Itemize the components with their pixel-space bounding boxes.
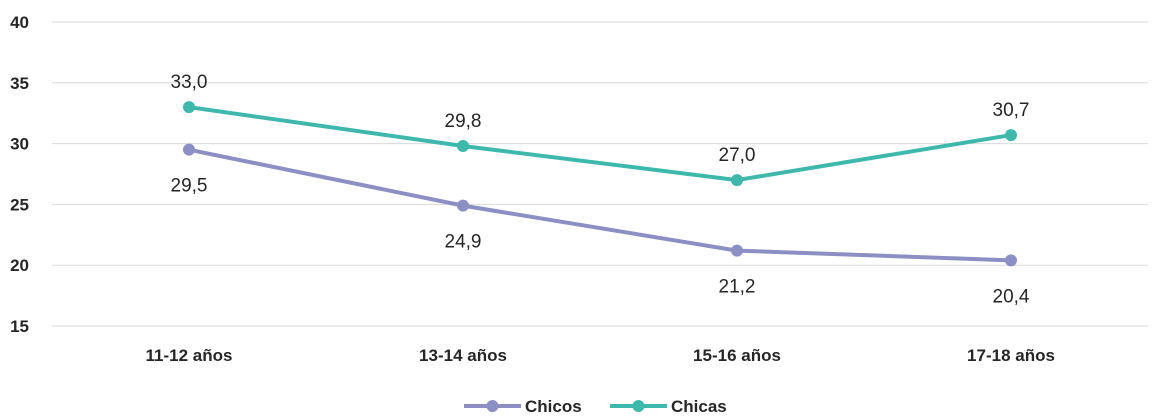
- y-tick-label: 25: [10, 195, 29, 214]
- data-point: [457, 140, 469, 153]
- data-label: 21,2: [719, 277, 756, 298]
- data-label: 33,0: [171, 72, 208, 93]
- data-point: [457, 199, 469, 212]
- data-label: 30,7: [993, 100, 1030, 121]
- data-point: [1005, 129, 1017, 142]
- data-label: 27,0: [719, 145, 756, 166]
- data-label: 24,9: [445, 232, 482, 253]
- gridlines: [52, 21, 1148, 327]
- legend: Chicos Chicas: [464, 397, 727, 416]
- data-label: 29,8: [445, 111, 482, 132]
- y-tick-label: 15: [10, 317, 29, 336]
- legend-swatch-marker: [632, 400, 645, 412]
- y-tick-label: 30: [10, 135, 29, 154]
- x-tick-label: 17-18 años: [967, 346, 1055, 365]
- x-tick-label: 11-12 años: [146, 346, 233, 365]
- data-point: [1005, 254, 1017, 267]
- legend-label: Chicos: [525, 397, 582, 416]
- data-labels: 29,5 24,9 21,2 20,4 33,0 29,8 27,0 30,7: [171, 72, 1030, 307]
- series-line-chicos: [188, 147, 1012, 263]
- series-lines: [183, 101, 1017, 267]
- legend-item-chicos: Chicos: [464, 397, 582, 416]
- y-tick-label: 20: [10, 256, 29, 275]
- legend-label: Chicas: [671, 397, 727, 416]
- data-point: [183, 101, 195, 114]
- series-line-chicas: [188, 105, 1012, 183]
- x-tick-label: 13-14 años: [419, 346, 507, 365]
- y-tick-label: 35: [10, 74, 29, 93]
- y-axis-ticks: 15 20 25 30 35 40: [10, 13, 29, 336]
- x-axis-ticks: 11-12 años 13-14 años 15-16 años 17-18 años: [146, 346, 1055, 365]
- y-tick-label: 40: [10, 13, 29, 32]
- legend-item-chicas: Chicas: [610, 397, 727, 416]
- data-point: [183, 143, 195, 156]
- data-label: 29,5: [171, 176, 208, 197]
- data-point: [731, 244, 743, 257]
- data-point: [731, 174, 743, 187]
- legend-swatch-marker: [486, 400, 499, 412]
- x-tick-label: 15-16 años: [693, 346, 781, 365]
- data-label: 20,4: [993, 286, 1030, 307]
